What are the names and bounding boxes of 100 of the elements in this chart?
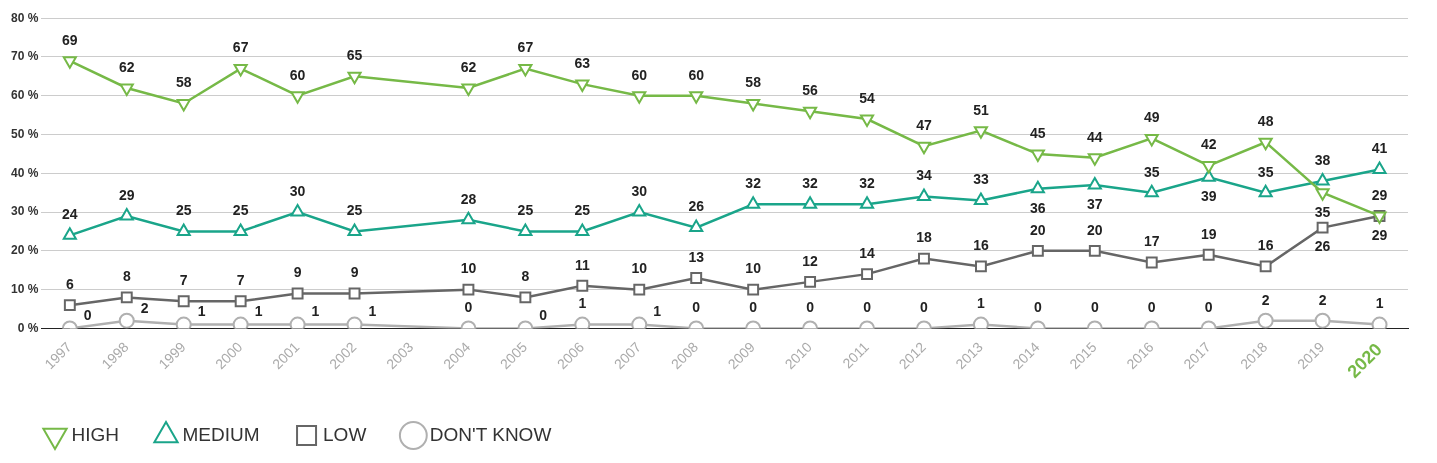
data-label: 47 bbox=[916, 117, 932, 134]
data-label: 28 bbox=[460, 190, 477, 207]
y-tick-label: 20 % bbox=[10, 243, 39, 258]
data-label: 26 bbox=[688, 198, 705, 215]
data-label: 41 bbox=[1371, 140, 1388, 157]
data-label: 32 bbox=[859, 175, 876, 192]
legend-label: HIGH bbox=[71, 423, 119, 445]
data-label: 1 bbox=[653, 303, 662, 320]
data-label: 24 bbox=[62, 206, 78, 223]
data-label: 67 bbox=[517, 39, 534, 56]
y-tick-label: 40 % bbox=[10, 165, 39, 180]
data-label: 44 bbox=[1087, 128, 1103, 145]
data-label: 0 bbox=[692, 299, 701, 316]
data-label: 20 bbox=[1030, 221, 1046, 238]
data-label: 69 bbox=[62, 31, 78, 48]
data-label: 19 bbox=[1200, 225, 1217, 242]
data-label: 2 bbox=[140, 299, 149, 316]
y-tick-label: 70 % bbox=[10, 49, 39, 64]
data-label: 12 bbox=[802, 252, 819, 269]
data-label: 7 bbox=[236, 272, 245, 289]
data-label: 35 bbox=[1143, 163, 1160, 180]
y-tick-label: 30 % bbox=[10, 204, 39, 219]
data-label: 9 bbox=[293, 264, 302, 281]
data-label: 0 bbox=[1090, 299, 1099, 316]
data-label: 25 bbox=[175, 202, 192, 219]
data-label: 38 bbox=[1314, 151, 1331, 168]
data-label: 20 bbox=[1087, 221, 1103, 238]
data-label: 60 bbox=[688, 66, 705, 83]
data-label: 0 bbox=[806, 299, 815, 316]
y-tick-label: 0 % bbox=[17, 320, 39, 335]
data-label: 60 bbox=[289, 66, 306, 83]
data-label: 67 bbox=[232, 39, 249, 56]
data-label: 0 bbox=[749, 299, 758, 316]
data-label: 32 bbox=[802, 175, 819, 192]
data-label: 0 bbox=[1033, 299, 1042, 316]
y-tick-label: 80 % bbox=[10, 10, 39, 25]
data-label: 6 bbox=[65, 276, 74, 293]
data-label: 30 bbox=[289, 182, 306, 199]
data-label: 0 bbox=[863, 299, 872, 316]
data-label: 11 bbox=[574, 256, 590, 273]
data-label: 1 bbox=[977, 295, 986, 312]
data-label: 45 bbox=[1030, 124, 1046, 141]
data-label: 1 bbox=[311, 303, 320, 320]
data-label: 42 bbox=[1200, 136, 1217, 153]
y-tick-label: 10 % bbox=[10, 281, 39, 296]
data-label: 36 bbox=[1030, 199, 1046, 216]
data-label: 2 bbox=[1318, 291, 1327, 308]
data-label: 16 bbox=[1257, 237, 1274, 254]
data-label: 16 bbox=[973, 237, 989, 254]
data-label: 0 bbox=[464, 299, 473, 316]
data-label: 48 bbox=[1257, 113, 1274, 130]
data-label: 26 bbox=[1314, 238, 1331, 255]
data-label: 0 bbox=[539, 307, 548, 324]
data-label: 25 bbox=[346, 202, 363, 219]
data-label: 0 bbox=[1147, 299, 1156, 316]
data-label: 0 bbox=[1204, 299, 1213, 316]
data-label: 18 bbox=[916, 229, 932, 246]
legend-label: MEDIUM bbox=[182, 423, 260, 445]
data-label: 32 bbox=[745, 175, 762, 192]
data-label: 10 bbox=[745, 260, 762, 277]
data-label: 9 bbox=[350, 264, 359, 281]
data-label: 8 bbox=[122, 268, 131, 285]
data-label: 2 bbox=[1261, 291, 1270, 308]
data-label: 14 bbox=[859, 244, 876, 261]
data-label: 10 bbox=[460, 260, 477, 277]
data-label: 62 bbox=[460, 58, 477, 75]
data-label: 33 bbox=[973, 171, 989, 188]
y-tick-label: 50 % bbox=[10, 126, 39, 141]
data-label: 25 bbox=[232, 202, 249, 219]
data-label: 1 bbox=[197, 303, 206, 320]
data-label: 30 bbox=[631, 182, 648, 199]
y-tick-label: 60 % bbox=[10, 88, 39, 103]
data-label: 29 bbox=[1371, 186, 1388, 203]
data-label: 0 bbox=[920, 299, 929, 316]
data-label: 29 bbox=[1371, 226, 1388, 243]
data-label: 34 bbox=[916, 167, 932, 184]
data-label: 51 bbox=[973, 101, 989, 118]
data-label: 60 bbox=[631, 66, 648, 83]
data-label: 58 bbox=[175, 74, 192, 91]
data-label: 35 bbox=[1314, 203, 1331, 220]
data-label: 35 bbox=[1257, 163, 1274, 180]
data-label: 0 bbox=[83, 307, 92, 324]
data-label: 58 bbox=[745, 74, 762, 91]
data-label: 13 bbox=[688, 248, 705, 265]
data-label: 7 bbox=[179, 272, 188, 289]
data-label: 56 bbox=[802, 82, 819, 99]
data-label: 1 bbox=[1375, 295, 1384, 312]
data-label: 63 bbox=[574, 54, 591, 71]
data-label: 10 bbox=[631, 260, 648, 277]
data-label: 25 bbox=[517, 202, 534, 219]
data-label: 17 bbox=[1143, 233, 1160, 250]
data-label: 8 bbox=[521, 268, 530, 285]
data-label: 54 bbox=[859, 89, 876, 106]
legend-label: DON'T KNOW bbox=[429, 423, 552, 445]
legend-label: LOW bbox=[323, 423, 367, 445]
data-label: 29 bbox=[118, 186, 135, 203]
data-label: 62 bbox=[118, 58, 135, 75]
data-label: 25 bbox=[574, 202, 591, 219]
data-label: 1 bbox=[368, 303, 377, 320]
data-label: 65 bbox=[346, 47, 363, 64]
